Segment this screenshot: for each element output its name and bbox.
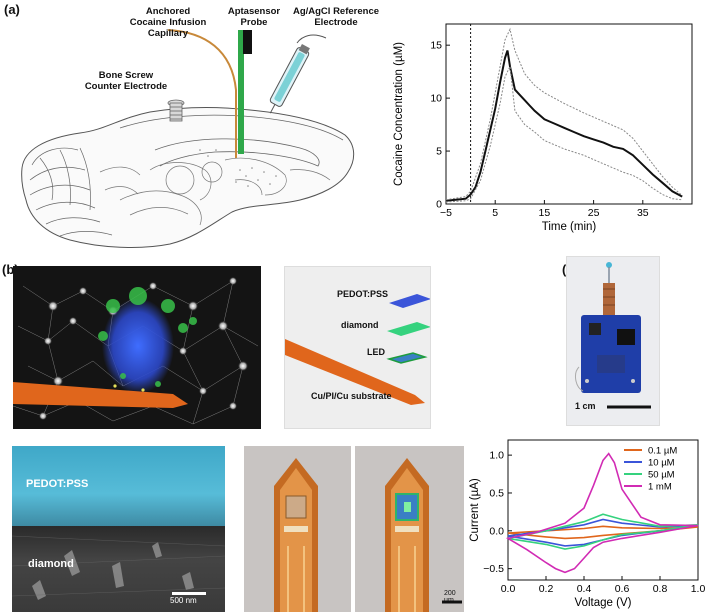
substrate-shape (285, 339, 425, 405)
series-lower (445, 64, 683, 203)
sem-scale-label: 500 nm (170, 596, 197, 605)
probe-photo-off (274, 458, 318, 612)
y-axis-label: Current (µA) (469, 478, 481, 542)
layer-label-substrate: Cu/PI/Cu substrate (311, 391, 392, 401)
sem-scale-bar (172, 592, 206, 595)
y-tick-label: −0.5 (483, 563, 504, 575)
series-line (505, 452, 699, 574)
cerebellum (29, 147, 113, 237)
layer-diagram-art (285, 294, 430, 405)
aptasensor-probe (238, 30, 244, 154)
bone-screw (167, 99, 185, 122)
y-tick-label: 5 (436, 146, 442, 158)
probe-photos: 200 µm (244, 446, 464, 612)
series-line (507, 513, 699, 550)
plot-frame (445, 23, 693, 205)
cortex-outline (119, 114, 344, 141)
probe-shank (13, 382, 188, 408)
x-tick-label: −5 (440, 207, 452, 219)
screw-label: Bone Screw Counter Electrode (84, 70, 168, 92)
neuron-probe-image (13, 266, 261, 429)
x-tick-label: 0.8 (653, 583, 668, 595)
sem-label-pedot: PEDOT:PSS (26, 478, 89, 490)
panel-a-label: (a) (4, 2, 20, 17)
cocaine-concentration-chart: −5 5 15 25 35 0 5 10 15 Time (min) Cocaine Concent… (393, 23, 693, 233)
layer-diagram: PEDOT:PSS diamond LED Cu/PI/Cu substrate (284, 266, 431, 429)
pedot-layer (389, 294, 430, 308)
x-axis-label: Time (min) (542, 221, 597, 233)
y-tick-label: 0.0 (489, 525, 504, 537)
x-tick-label: 0.0 (501, 583, 516, 595)
x-tick-label: 35 (637, 207, 649, 219)
led-layer (386, 352, 428, 364)
layer-label-led: LED (367, 347, 385, 357)
brain-speckles (199, 149, 277, 187)
diamond-layer (387, 322, 430, 336)
x-tick-label: 15 (539, 207, 551, 219)
sem-image: PEDOT:PSS diamond 500 nm (12, 446, 225, 612)
y-tick-label: 0 (436, 199, 442, 211)
y-tick-label: 15 (430, 40, 442, 52)
neuron-image-art (13, 277, 259, 425)
reference-electrode (269, 34, 327, 114)
sem-pedot-region (12, 446, 225, 526)
y-tick-label: 10 (430, 93, 442, 105)
legend-entry: 10 µM (648, 458, 675, 469)
corpus-callosum (154, 138, 320, 167)
brain-schematic (21, 29, 355, 248)
device-photo-art (575, 262, 651, 409)
sem-diamond-texture (12, 535, 225, 600)
reference-label: Ag/AgCl Reference Electrode (292, 6, 380, 28)
x-tick-label: 0.6 (615, 583, 630, 595)
legend-entry: 1 mM (648, 482, 672, 493)
y-tick-label: 0.5 (489, 487, 504, 499)
probe-label: Aptasensor Probe (227, 6, 281, 28)
legend-entry: 50 µM (648, 470, 675, 481)
infusion-capillary (167, 29, 237, 158)
x-tick-label: 1.0 (691, 583, 706, 595)
series-upper (445, 27, 683, 201)
x-tick-label: 5 (492, 207, 498, 219)
probe-photos-art (244, 446, 464, 612)
x-tick-label: 0.2 (539, 583, 554, 595)
cyclic-voltammetry-chart: 0.0 0.2 0.4 0.6 0.8 1.0 −0.5 0.0 0.5 1.0 Voltage (… (469, 439, 706, 609)
legend-entry: 0.1 µM (648, 446, 677, 457)
probe-connector (243, 30, 252, 54)
layer-label-diamond: diamond (341, 320, 379, 330)
series-mean (445, 50, 683, 202)
layer-label-pedot: PEDOT:PSS (337, 289, 389, 299)
plot-frame (507, 439, 699, 581)
y-axis-label: Cocaine Concentration (µM) (393, 42, 405, 186)
probe-scale-label: 200 µm (444, 590, 456, 604)
capillary-label: Anchored Cocaine Infusion Capillary (129, 6, 207, 39)
sem-label-diamond: diamond (28, 558, 74, 570)
brainstem (99, 157, 331, 226)
brain-outline (21, 107, 355, 248)
x-axis-label: Voltage (V) (575, 597, 632, 609)
x-tick-label: 0.4 (577, 583, 592, 595)
device-photo: 1 cm (566, 256, 660, 426)
y-tick-label: 1.0 (489, 450, 504, 462)
x-tick-label: 25 (588, 207, 600, 219)
device-scale-label: 1 cm (575, 401, 596, 411)
probe-photo-on (385, 458, 429, 612)
